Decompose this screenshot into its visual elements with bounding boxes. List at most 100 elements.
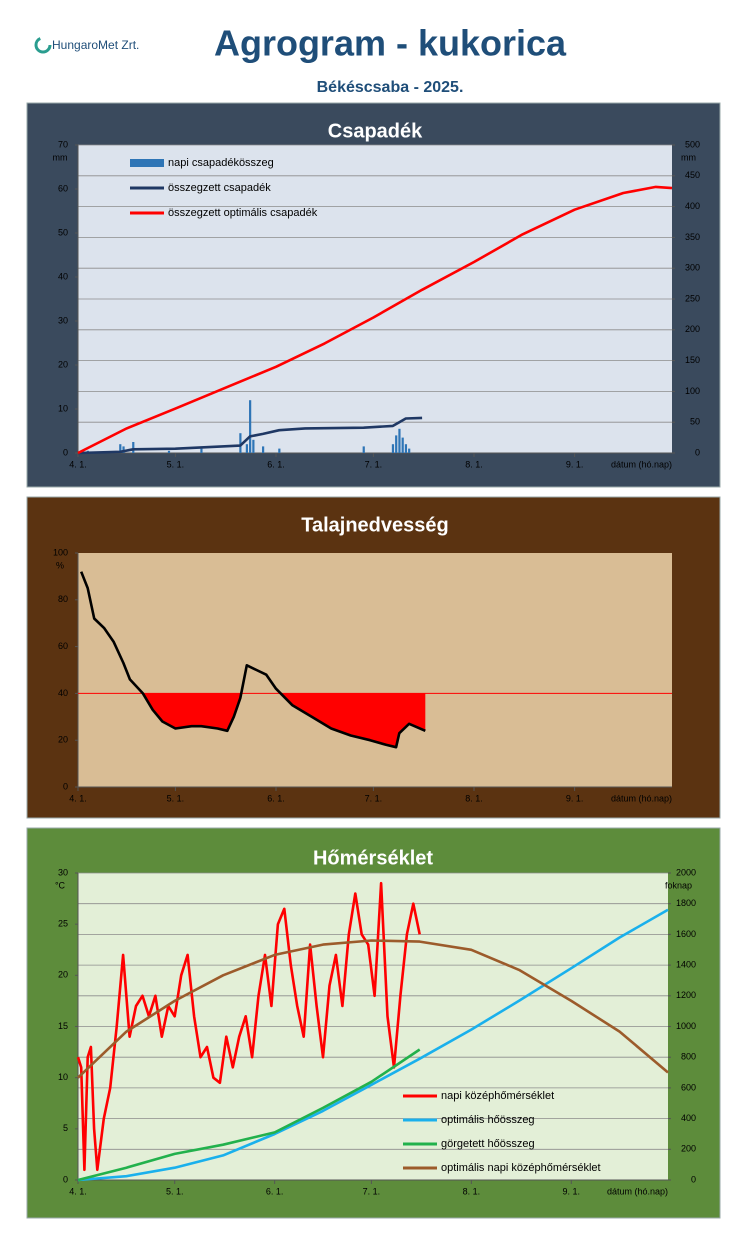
- bar: [200, 448, 203, 453]
- bar: [122, 446, 125, 453]
- x-tick-label: 6. 1.: [267, 459, 285, 469]
- y-tick-label: 0: [63, 447, 68, 457]
- x-tick-label: 7. 1.: [365, 793, 383, 803]
- chart: Talajnedvesség 0 20 40 60 80 100% 4. 1. 5. 1. 6. …: [26, 496, 721, 819]
- y2-axis-label: foknap: [665, 880, 692, 890]
- legend-marker: [130, 159, 164, 167]
- y-tick-label: 40: [58, 271, 68, 281]
- y-axis-label: mm: [53, 152, 68, 162]
- legend-label: napi középhőmérséklet: [441, 1090, 554, 1102]
- y-tick-label: 20: [58, 970, 68, 980]
- x-tick-label: 6. 1.: [267, 793, 285, 803]
- x-tick-label: 5. 1.: [167, 793, 185, 803]
- y-tick-label: 30: [58, 315, 68, 325]
- x-tick-label: 8. 1.: [465, 793, 483, 803]
- y2-tick-label: 1200: [676, 990, 696, 1000]
- y-tick-label: 0: [63, 1174, 68, 1184]
- logo: HungaroMet Zrt.: [34, 36, 139, 54]
- chart: Csapadék 0 10 20 30 40 50 60 70 mm 0 50 100 150 200 250…: [26, 102, 721, 488]
- bar: [391, 444, 395, 453]
- y2-tick-label: 0: [695, 447, 700, 457]
- y-axis-label: %: [56, 560, 64, 570]
- line: [77, 1048, 421, 1182]
- line: [77, 185, 673, 455]
- x-tick-label: 9. 1.: [563, 1186, 581, 1196]
- bar: [278, 448, 281, 453]
- y-tick-label: 10: [58, 403, 68, 413]
- y2-tick-label: 800: [681, 1052, 696, 1062]
- y-tick-label: 15: [58, 1021, 68, 1031]
- chart-title: Talajnedvesség: [301, 514, 448, 536]
- y2-tick-label: 250: [685, 293, 700, 303]
- bar: [252, 439, 255, 453]
- legend-label: optimális napi középhőmérséklet: [441, 1162, 601, 1174]
- y2-axis-label: mm: [681, 152, 696, 162]
- y2-tick-label: 50: [690, 417, 700, 427]
- chart-title: Hőmérséklet: [313, 847, 433, 869]
- y-tick-label: 60: [58, 641, 68, 651]
- chart-title: Csapadék: [328, 120, 423, 142]
- y2-tick-label: 100: [685, 386, 700, 396]
- x-tick-label: 8. 1.: [465, 459, 483, 469]
- bar: [404, 444, 408, 453]
- y2-tick-label: 200: [685, 324, 700, 334]
- y-tick-label: 30: [58, 867, 68, 877]
- bar: [398, 428, 401, 453]
- y-tick-label: 40: [58, 688, 68, 698]
- bar: [239, 433, 242, 453]
- y2-tick-label: 400: [681, 1113, 696, 1123]
- y2-tick-label: 1800: [676, 898, 696, 908]
- bar: [249, 400, 252, 453]
- y-axis-label: °C: [55, 880, 66, 890]
- x-axis-label: dátum (hó.nap): [611, 793, 672, 803]
- x-tick-label: 7. 1.: [363, 1186, 381, 1196]
- legend: napi középhőmérséklet optimális hőösszeg g…: [403, 1090, 601, 1174]
- line: [79, 571, 426, 749]
- x-tick-label: 8. 1.: [463, 1186, 481, 1196]
- y-tick-label: 10: [58, 1072, 68, 1082]
- legend-label: optimális hőösszeg: [441, 1114, 535, 1126]
- legend: napi csapadékösszeg összegzett csapadék ös…: [130, 157, 318, 219]
- bar: [132, 442, 135, 453]
- x-tick-label: 5. 1.: [166, 1186, 184, 1196]
- bar: [262, 446, 265, 453]
- y-tick-label: 25: [58, 919, 68, 929]
- line: [77, 416, 423, 455]
- bar: [245, 444, 248, 453]
- x-tick-label: 7. 1.: [365, 459, 383, 469]
- y-tick-label: 100: [53, 547, 68, 557]
- y2-tick-label: 300: [685, 263, 700, 273]
- line: [76, 881, 421, 1172]
- bar: [395, 435, 398, 453]
- y-tick-label: 70: [58, 139, 68, 149]
- x-tick-label: 6. 1.: [266, 1186, 284, 1196]
- x-tick-label: 4. 1.: [69, 1186, 87, 1196]
- x-axis-label: dátum (hó.nap): [611, 459, 672, 469]
- x-tick-label: 5. 1.: [167, 459, 185, 469]
- y-tick-label: 20: [58, 359, 68, 369]
- bar: [167, 450, 171, 453]
- deficit-area: [142, 693, 426, 748]
- y-tick-label: 0: [63, 781, 68, 791]
- y-tick-label: 50: [58, 227, 68, 237]
- line: [77, 908, 669, 1182]
- x-tick-label: 9. 1.: [566, 793, 584, 803]
- y2-tick-label: 400: [685, 201, 700, 211]
- y2-tick-label: 200: [681, 1144, 696, 1154]
- x-tick-label: 4. 1.: [69, 459, 87, 469]
- bar: [408, 448, 411, 453]
- y-tick-label: 5: [63, 1123, 68, 1133]
- y2-tick-label: 600: [681, 1082, 696, 1092]
- logo-text: HungaroMet Zrt.: [52, 38, 139, 52]
- page-subtitle: Békéscsaba - 2025.: [317, 79, 464, 96]
- x-tick-label: 4. 1.: [69, 793, 87, 803]
- y-tick-label: 20: [58, 735, 68, 745]
- line: [77, 939, 669, 1079]
- logo-icon: [34, 36, 52, 54]
- y-tick-label: 60: [58, 183, 68, 193]
- y2-tick-label: 150: [685, 355, 700, 365]
- y2-tick-label: 1600: [676, 929, 696, 939]
- y2-tick-label: 1400: [676, 959, 696, 969]
- y2-tick-label: 500: [685, 139, 700, 149]
